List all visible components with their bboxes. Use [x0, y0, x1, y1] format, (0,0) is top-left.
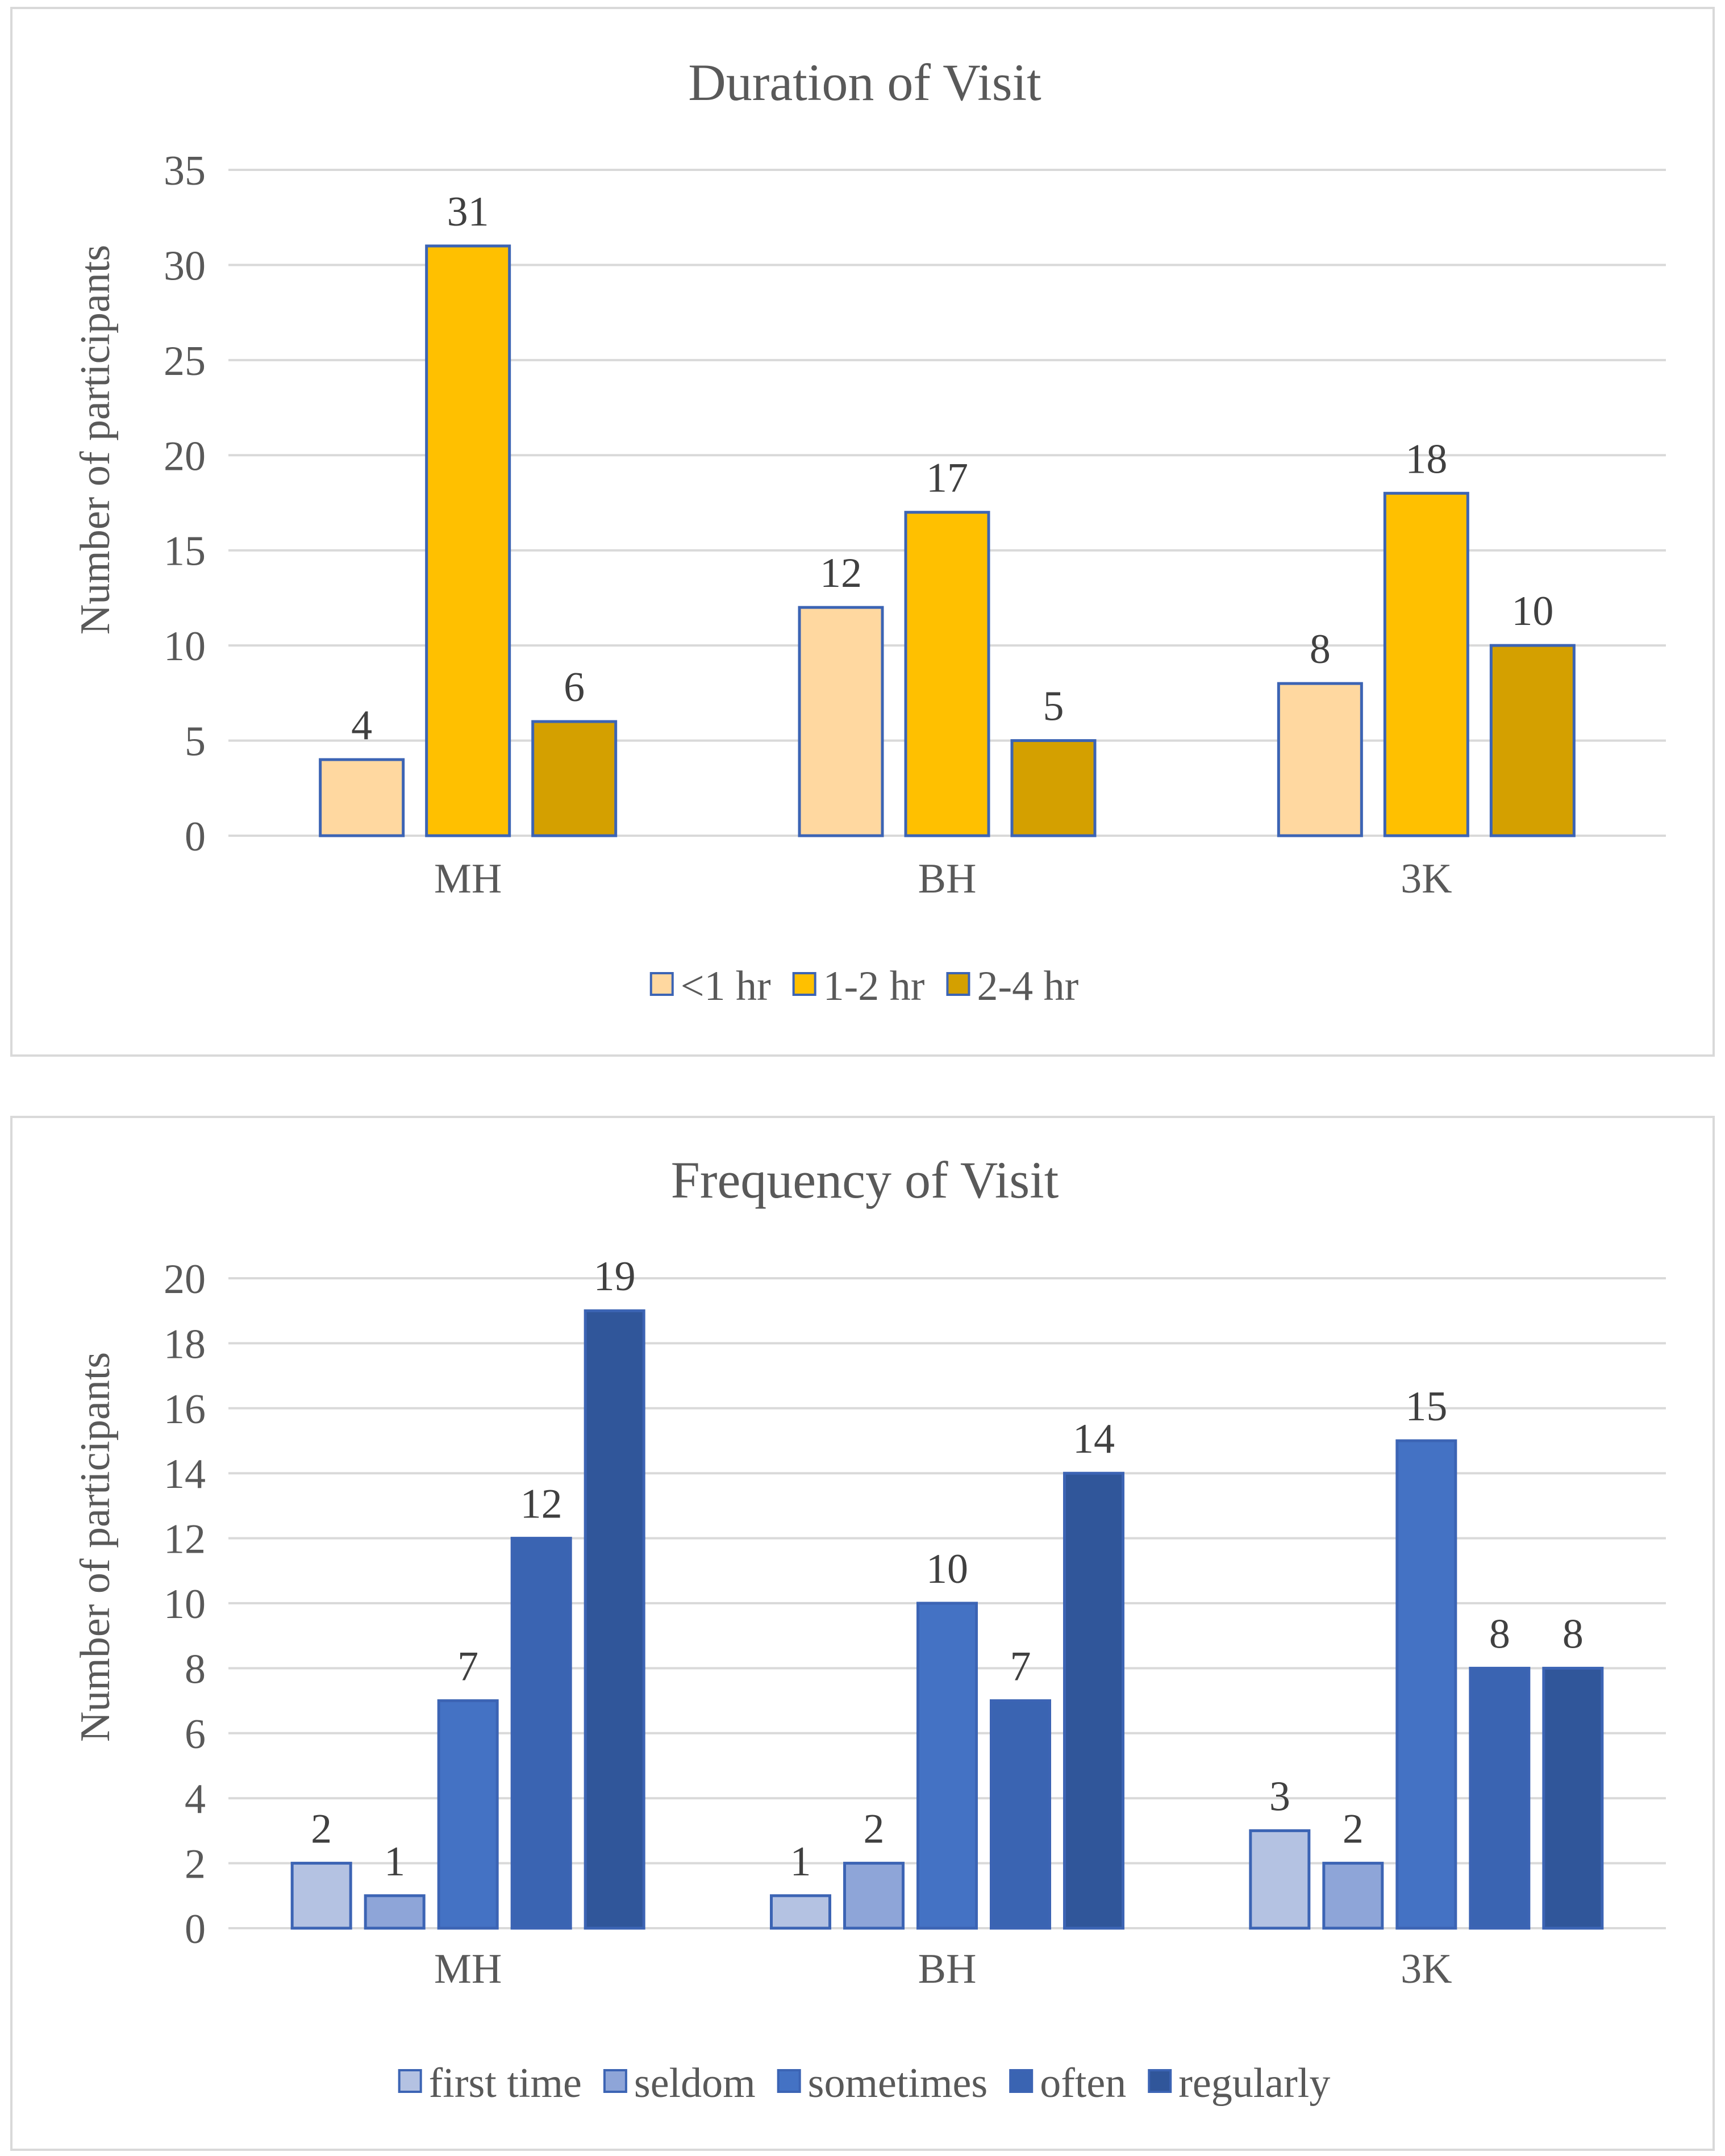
data-label: 1: [790, 1838, 811, 1885]
legend-swatch: [603, 2069, 627, 2093]
data-label: 31: [447, 189, 489, 235]
x-tick-label: MH: [434, 856, 502, 902]
legend-label: first time: [429, 2060, 582, 2107]
bar: [904, 511, 990, 837]
legend-swatch: [792, 972, 816, 996]
chart-title: Frequency of Visit: [671, 1151, 1059, 1209]
y-axis-label: Number of participants: [72, 245, 119, 635]
frequency-chart: Frequency of Visit Number of participant…: [72, 1151, 1666, 2107]
data-label: 6: [564, 664, 585, 711]
y-tick-label: 2: [185, 1841, 206, 1888]
data-label: 14: [1073, 1416, 1115, 1462]
bar: [1489, 644, 1576, 837]
bar: [1542, 1666, 1604, 1930]
data-label: 2: [864, 1806, 885, 1853]
data-label: 7: [1010, 1644, 1031, 1690]
data-label: 7: [457, 1644, 478, 1690]
x-tick-label: MH: [434, 1946, 502, 1992]
x-tick-label: 3K: [1401, 1946, 1452, 1992]
bar: [425, 244, 511, 837]
data-label: 12: [820, 550, 862, 597]
y-tick-label: 10: [164, 1581, 206, 1628]
bar: [437, 1699, 499, 1930]
legend-label: sometimes: [808, 2060, 988, 2107]
bar: [531, 720, 618, 837]
duration-chart-panel: Duration of Visit Number of participants…: [10, 7, 1715, 1057]
data-label: 10: [1511, 588, 1553, 635]
x-tick-label: BH: [918, 856, 977, 902]
legend-swatch: [649, 972, 674, 996]
y-tick-label: 15: [164, 528, 206, 575]
bar: [1249, 1829, 1311, 1930]
legend-swatch: [1148, 2069, 1172, 2093]
data-label: 18: [1405, 436, 1447, 482]
bar: [584, 1309, 645, 1930]
legend-swatch: [1009, 2069, 1034, 2093]
data-label: 2: [1343, 1806, 1364, 1853]
data-label: 4: [351, 702, 372, 749]
bar: [1010, 739, 1097, 837]
bar: [510, 1537, 572, 1930]
x-tick-label: BH: [918, 1946, 977, 1992]
y-tick-label: 0: [185, 814, 206, 860]
legend-label: 1-2 hr: [823, 963, 925, 1010]
bar: [319, 758, 405, 837]
bar: [1395, 1439, 1457, 1930]
data-label: 5: [1043, 683, 1064, 730]
data-label: 1: [384, 1838, 405, 1885]
bar: [364, 1894, 426, 1930]
y-axis-label: Number of participants: [72, 1352, 119, 1742]
data-label: 17: [926, 455, 968, 502]
bar: [290, 1862, 352, 1930]
duration-chart: Duration of Visit Number of participants…: [72, 53, 1666, 1010]
legend-swatch: [777, 2069, 801, 2093]
legend-label: regularly: [1178, 2060, 1330, 2107]
y-tick-label: 6: [185, 1711, 206, 1758]
x-tick-label: 3K: [1401, 856, 1452, 902]
legend-label: 2-4 hr: [977, 963, 1078, 1010]
bar: [1063, 1471, 1124, 1930]
data-label: 8: [1489, 1611, 1510, 1657]
bar: [990, 1699, 1051, 1930]
bar: [916, 1602, 978, 1930]
chart-title: Duration of Visit: [688, 53, 1041, 111]
y-tick-label: 12: [164, 1516, 206, 1563]
y-tick-label: 35: [164, 148, 206, 194]
y-tick-label: 20: [164, 1256, 206, 1303]
y-tick-label: 0: [185, 1906, 206, 1953]
data-label: 10: [926, 1546, 968, 1592]
legend-swatch: [398, 2069, 422, 2093]
bar: [798, 606, 884, 837]
bar: [1383, 491, 1469, 837]
y-tick-label: 16: [164, 1386, 206, 1433]
y-tick-label: 18: [164, 1321, 206, 1367]
data-label: 8: [1310, 626, 1331, 673]
bar: [843, 1862, 905, 1930]
bar: [1277, 682, 1363, 837]
y-tick-label: 14: [164, 1451, 206, 1498]
frequency-chart-panel: Frequency of Visit Number of participant…: [10, 1116, 1715, 2151]
data-label: 2: [311, 1806, 332, 1853]
y-tick-label: 4: [185, 1776, 206, 1823]
data-label: 19: [594, 1253, 636, 1300]
legend-swatch: [946, 972, 970, 996]
data-label: 12: [520, 1481, 562, 1528]
y-tick-label: 20: [164, 433, 206, 479]
y-tick-label: 5: [185, 719, 206, 765]
legend-label: often: [1040, 2060, 1126, 2107]
bar: [770, 1894, 831, 1930]
legend-label: <1 hr: [681, 963, 771, 1010]
y-tick-label: 10: [164, 623, 206, 670]
y-tick-label: 25: [164, 338, 206, 385]
bar: [1469, 1666, 1531, 1930]
legend-label: seldom: [634, 2060, 756, 2107]
data-label: 15: [1405, 1383, 1447, 1430]
y-tick-label: 8: [185, 1646, 206, 1692]
y-tick-label: 30: [164, 243, 206, 289]
bar: [1322, 1862, 1384, 1930]
data-label: 8: [1563, 1611, 1584, 1657]
data-label: 3: [1269, 1773, 1290, 1820]
